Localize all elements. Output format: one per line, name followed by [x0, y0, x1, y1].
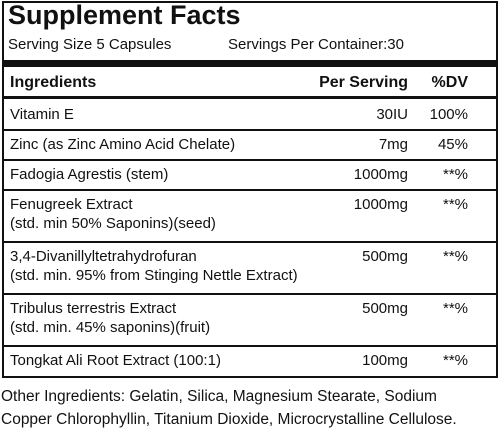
header-rule	[2, 96, 498, 99]
servings-per-container: Servings Per Container:30	[228, 36, 404, 53]
ingredient-name: Tribulus terrestris Extract	[10, 300, 177, 317]
per-serving: 1000mg	[353, 196, 408, 213]
ingredient-name: (std. min. 45% saponins)(fruit)	[10, 319, 211, 336]
row-rule	[2, 159, 498, 161]
row-rule	[2, 345, 498, 347]
daily-value: **%	[442, 352, 468, 369]
row-rule	[2, 293, 498, 295]
column-header: %DV	[431, 74, 468, 91]
ingredient-name: Vitamin E	[10, 106, 74, 123]
daily-value: 45%	[437, 136, 468, 153]
row-rule	[2, 129, 498, 131]
per-serving: 500mg	[362, 300, 408, 317]
daily-value: **%	[442, 166, 468, 183]
ingredient-name: 3,4-Divanillyltetrahydrofuran	[10, 248, 197, 265]
ingredient-name: Fadogia Agrestis (stem)	[10, 166, 169, 183]
per-serving: 30IU	[376, 106, 408, 123]
row-rule	[2, 189, 498, 191]
column-header: Ingredients	[10, 74, 97, 91]
title: Supplement Facts	[8, 0, 241, 30]
serving-size: Serving Size 5 Capsules	[8, 36, 172, 53]
ingredient-name: (std. min. 95% from Stinging Nettle Extr…	[10, 267, 298, 284]
per-serving: 7mg	[378, 136, 408, 153]
ingredient-name: (std. min 50% Saponins)(seed)	[10, 215, 216, 232]
ingredient-name: Zinc (as Zinc Amino Acid Chelate)	[10, 136, 236, 153]
other-ingredients: Other Ingredients: Gelatin, Silica, Magn…	[1, 388, 437, 405]
per-serving: 500mg	[362, 248, 408, 265]
ingredient-name: Fenugreek Extract	[10, 196, 133, 213]
column-header: Per Serving	[319, 74, 408, 91]
thick-rule	[2, 60, 498, 67]
daily-value: **%	[442, 300, 468, 317]
daily-value: 100%	[429, 106, 468, 123]
per-serving: 100mg	[362, 352, 408, 369]
ingredient-name: Tongkat Ali Root Extract (100:1)	[10, 352, 221, 369]
row-rule	[2, 241, 498, 243]
daily-value: **%	[442, 196, 468, 213]
daily-value: **%	[442, 248, 468, 265]
other-ingredients: Copper Chlorophyllin, Titanium Dioxide, …	[1, 411, 457, 428]
per-serving: 1000mg	[353, 166, 408, 183]
